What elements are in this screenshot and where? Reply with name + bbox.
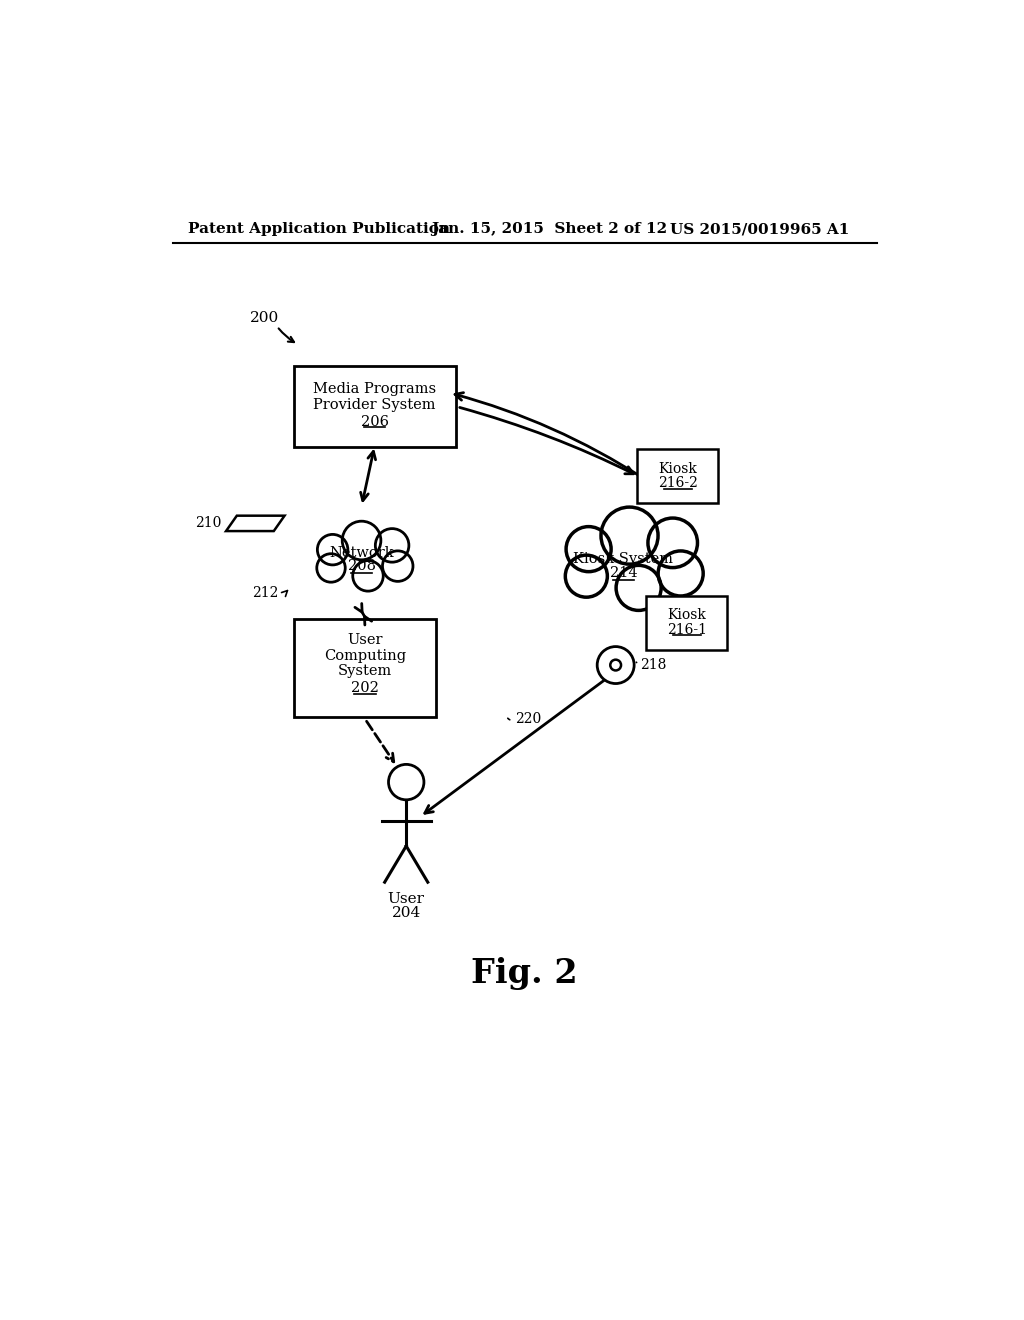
Circle shape [566,527,611,572]
Bar [294,619,436,718]
Text: 216-1: 216-1 [667,623,707,636]
Circle shape [352,561,383,591]
Text: Provider System: Provider System [313,397,436,412]
Text: Kiosk: Kiosk [668,609,707,622]
Text: 200: 200 [250,310,280,325]
Polygon shape [226,516,285,531]
Text: 212: 212 [252,586,279,601]
Circle shape [317,535,348,565]
Circle shape [565,556,607,597]
Text: 202: 202 [351,681,379,696]
Circle shape [610,660,621,671]
Text: Computing: Computing [324,649,407,663]
Text: User: User [347,634,383,647]
Text: Patent Application Publication: Patent Application Publication [188,222,451,236]
Circle shape [601,507,658,564]
Circle shape [597,647,634,684]
Text: US 2015/0019965 A1: US 2015/0019965 A1 [670,222,849,236]
Circle shape [376,528,409,562]
Text: Jan. 15, 2015  Sheet 2 of 12: Jan. 15, 2015 Sheet 2 of 12 [431,222,667,236]
Text: Media Programs: Media Programs [313,383,436,396]
Circle shape [316,553,345,582]
Text: User: User [388,892,425,907]
Circle shape [648,517,697,568]
Text: 204: 204 [391,906,421,920]
Circle shape [388,764,424,800]
Text: Kiosk System: Kiosk System [573,552,674,566]
Bar [294,367,456,447]
Text: Fig. 2: Fig. 2 [471,957,579,990]
Text: Network: Network [330,545,394,560]
Text: 220: 220 [515,711,542,726]
Circle shape [342,521,381,560]
Text: 210: 210 [195,516,221,531]
Circle shape [658,550,703,597]
Text: 206: 206 [360,414,389,429]
Text: 208: 208 [347,560,376,573]
Text: System: System [338,664,392,678]
Text: 214: 214 [609,566,637,579]
Text: Kiosk: Kiosk [658,462,697,475]
Circle shape [383,550,413,581]
Bar [637,450,718,503]
Bar [646,595,727,649]
Circle shape [616,565,662,610]
Text: 216-2: 216-2 [657,477,697,490]
Text: 218: 218 [640,659,667,672]
